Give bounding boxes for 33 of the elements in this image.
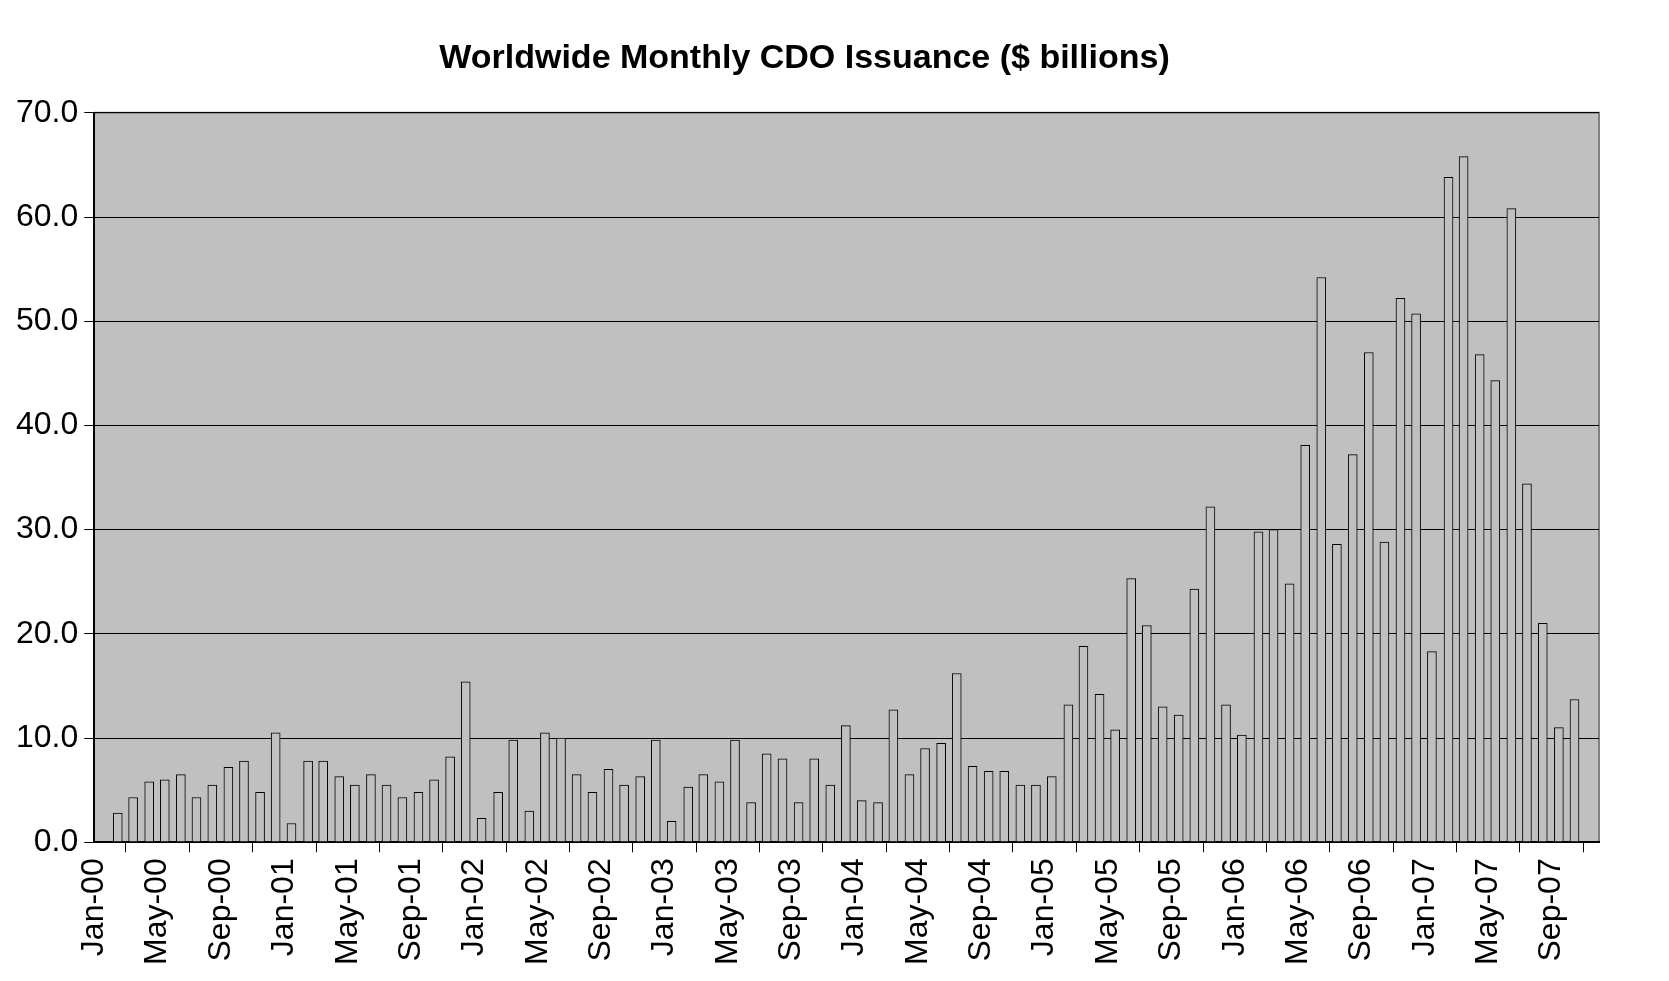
x-tick-label: Sep-07 — [1531, 858, 1568, 962]
chart-title: Worldwide Monthly CDO Issuance ($ billions) — [439, 36, 1170, 75]
x-tick-label: May-00 — [137, 858, 174, 965]
x-tick-label: Jan-02 — [454, 858, 491, 957]
x-tick-label: Sep-02 — [580, 858, 617, 962]
x-tick-label: May-04 — [897, 858, 934, 965]
y-tick-label: 20.0 — [16, 613, 79, 650]
x-tick-label: Jan-00 — [74, 858, 111, 957]
x-tick-label: Jan-07 — [1404, 858, 1441, 957]
x-tick-label: May-01 — [327, 858, 364, 965]
y-tick-label: 30.0 — [16, 509, 79, 546]
x-tick-label: Jan-04 — [834, 858, 871, 957]
x-tick-label: Sep-06 — [1341, 858, 1378, 962]
y-tick-label: 60.0 — [16, 196, 79, 233]
x-tick-label: May-06 — [1277, 858, 1314, 965]
x-tick-label: Jan-06 — [1214, 858, 1251, 957]
x-tick-label: Sep-05 — [1151, 858, 1188, 962]
y-tick-label: 40.0 — [16, 405, 79, 442]
y-tick-label: 50.0 — [16, 301, 79, 338]
x-tick-label: Jan-05 — [1024, 858, 1061, 957]
y-tick-label: 10.0 — [16, 717, 79, 754]
x-tick-label: May-05 — [1087, 858, 1124, 965]
x-tick-label: Sep-01 — [390, 858, 427, 962]
x-tick-label: Sep-03 — [771, 858, 808, 962]
x-tick-label: Sep-00 — [200, 858, 237, 962]
x-tick-label: Jan-03 — [644, 858, 681, 957]
x-tick-label: May-03 — [707, 858, 744, 965]
x-tick-label: May-02 — [517, 858, 554, 965]
y-tick-label: 70.0 — [16, 92, 79, 129]
x-tick-label: Sep-04 — [961, 858, 998, 962]
x-tick-label: May-07 — [1467, 858, 1504, 965]
y-tick-label: 0.0 — [33, 822, 79, 859]
x-tick-label: Jan-01 — [264, 858, 301, 957]
